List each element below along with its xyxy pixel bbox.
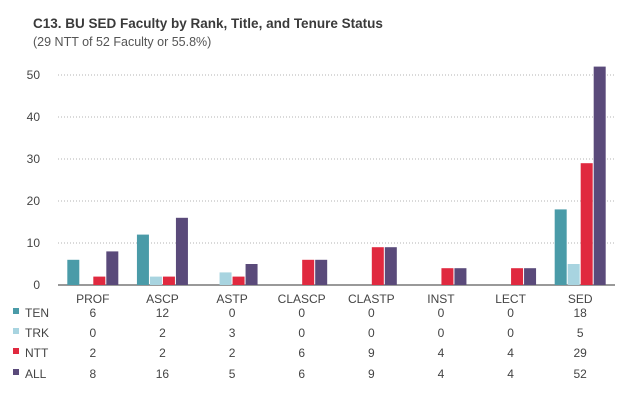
table-cell: 4: [438, 346, 445, 360]
table-cell: 0: [438, 306, 445, 320]
table-cell: 0: [298, 326, 305, 340]
bar-ten-sed: [554, 209, 567, 285]
legend-swatch-ten: [13, 308, 19, 314]
bar-ntt-prof: [93, 276, 106, 285]
bar-ntt-inst: [441, 268, 454, 285]
y-tick-label: 10: [27, 236, 41, 250]
legend-swatch-trk: [13, 328, 19, 334]
bar-ten-prof: [67, 259, 80, 285]
y-tick-label: 40: [27, 110, 41, 124]
table-cell: 18: [574, 306, 588, 320]
bar-trk-astp: [219, 272, 232, 285]
bar-ntt-ascp: [162, 276, 175, 285]
bar-trk-sed: [567, 264, 580, 285]
table-cell: 0: [368, 306, 375, 320]
table-cell: 29: [574, 346, 588, 360]
table-cell: 2: [159, 326, 166, 340]
table-cell: 0: [507, 306, 514, 320]
table-cell: 5: [229, 367, 236, 381]
bar-ten-ascp: [136, 234, 149, 285]
x-tick-label: CLASCP: [278, 292, 326, 306]
bar-ntt-astp: [232, 276, 245, 285]
y-tick-label: 0: [33, 278, 40, 292]
table-cell: 0: [507, 326, 514, 340]
table-cell: 0: [298, 306, 305, 320]
bar-trk-ascp: [149, 276, 162, 285]
table-cell: 9: [368, 367, 375, 381]
bar-ntt-clastp: [371, 247, 384, 285]
chart-subtitle: (29 NTT of 52 Faculty or 55.8%): [33, 35, 212, 49]
x-tick-label: ASTP: [216, 292, 247, 306]
legend-swatch-ntt: [13, 348, 19, 354]
bar-all-prof: [106, 251, 119, 285]
table-cell: 0: [368, 326, 375, 340]
table-cell: 0: [229, 306, 236, 320]
table-cell: 16: [156, 367, 170, 381]
table-cell: 52: [574, 367, 588, 381]
bar-ntt-clascp: [302, 259, 315, 285]
bar-all-sed: [593, 66, 606, 285]
table-cell: 2: [89, 346, 96, 360]
legend-swatch-all: [13, 369, 19, 375]
bar-ntt-sed: [580, 163, 593, 285]
table-cell: 8: [89, 367, 96, 381]
legend-label-ten: TEN: [25, 306, 49, 320]
table-cell: 3: [229, 326, 236, 340]
table-cell: 0: [438, 326, 445, 340]
chart-title: C13. BU SED Faculty by Rank, Title, and …: [33, 16, 383, 31]
x-tick-label: ASCP: [146, 292, 179, 306]
y-tick-label: 30: [27, 152, 41, 166]
bar-all-astp: [245, 264, 258, 285]
table-cell: 4: [507, 367, 514, 381]
x-tick-label: PROF: [76, 292, 109, 306]
table-cell: 9: [368, 346, 375, 360]
y-tick-label: 50: [27, 68, 41, 82]
bar-ntt-lect: [511, 268, 524, 285]
x-tick-label: CLASTP: [348, 292, 395, 306]
x-tick-label: INST: [427, 292, 455, 306]
table-cell: 0: [89, 326, 96, 340]
table-cell: 6: [89, 306, 96, 320]
table-cell: 2: [159, 346, 166, 360]
table-cell: 5: [577, 326, 584, 340]
table-cell: 2: [229, 346, 236, 360]
bar-all-ascp: [175, 217, 188, 285]
bar-all-lect: [524, 268, 537, 285]
x-tick-label: LECT: [495, 292, 526, 306]
table-cell: 12: [156, 306, 170, 320]
y-tick-label: 20: [27, 194, 41, 208]
bar-all-inst: [454, 268, 467, 285]
legend-label-trk: TRK: [25, 326, 49, 340]
table-cell: 6: [298, 367, 305, 381]
table-cell: 6: [298, 346, 305, 360]
x-tick-label: SED: [568, 292, 593, 306]
bar-all-clastp: [384, 247, 397, 285]
legend-label-ntt: NTT: [25, 346, 49, 360]
legend-label-all: ALL: [25, 367, 47, 381]
bar-all-clascp: [315, 259, 328, 285]
table-cell: 4: [438, 367, 445, 381]
table-cell: 4: [507, 346, 514, 360]
